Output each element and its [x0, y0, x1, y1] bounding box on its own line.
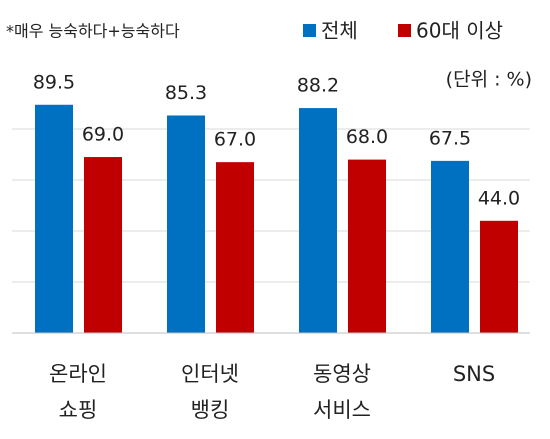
legend-label: 전체: [321, 19, 358, 43]
x-tick-line: 뱅킹: [191, 398, 230, 422]
note: *매우 능숙하다+능숙하다: [6, 22, 180, 41]
bar: [299, 108, 337, 333]
legend-swatch: [398, 24, 411, 37]
x-tick-line: SNS: [453, 362, 495, 386]
unit-label: (단위 : %): [446, 69, 532, 91]
value-label: 67.5: [429, 127, 471, 149]
x-tick-line: 서비스: [313, 398, 371, 422]
legend-swatch: [303, 24, 316, 37]
value-label: 69.0: [82, 124, 124, 146]
x-tick-line: 쇼핑: [59, 398, 98, 422]
value-label: 89.5: [33, 71, 75, 93]
value-label: 88.2: [297, 75, 339, 97]
bar: [216, 162, 254, 333]
legend-label: 60대 이상: [416, 19, 503, 43]
x-tick-line: 인터넷: [181, 362, 239, 386]
bar: [84, 157, 122, 333]
x-tick-label: SNS: [453, 362, 495, 386]
bar: [348, 159, 386, 333]
value-label: 44.0: [478, 187, 520, 209]
bar: [431, 160, 469, 333]
x-tick-line: 동영상: [313, 362, 371, 386]
bar: [480, 220, 518, 333]
value-label: 68.0: [346, 126, 388, 148]
value-label: 67.0: [214, 129, 256, 151]
value-label: 85.3: [165, 82, 207, 104]
x-tick-line: 온라인: [49, 362, 107, 386]
bar: [35, 104, 73, 334]
bar: [167, 115, 205, 333]
